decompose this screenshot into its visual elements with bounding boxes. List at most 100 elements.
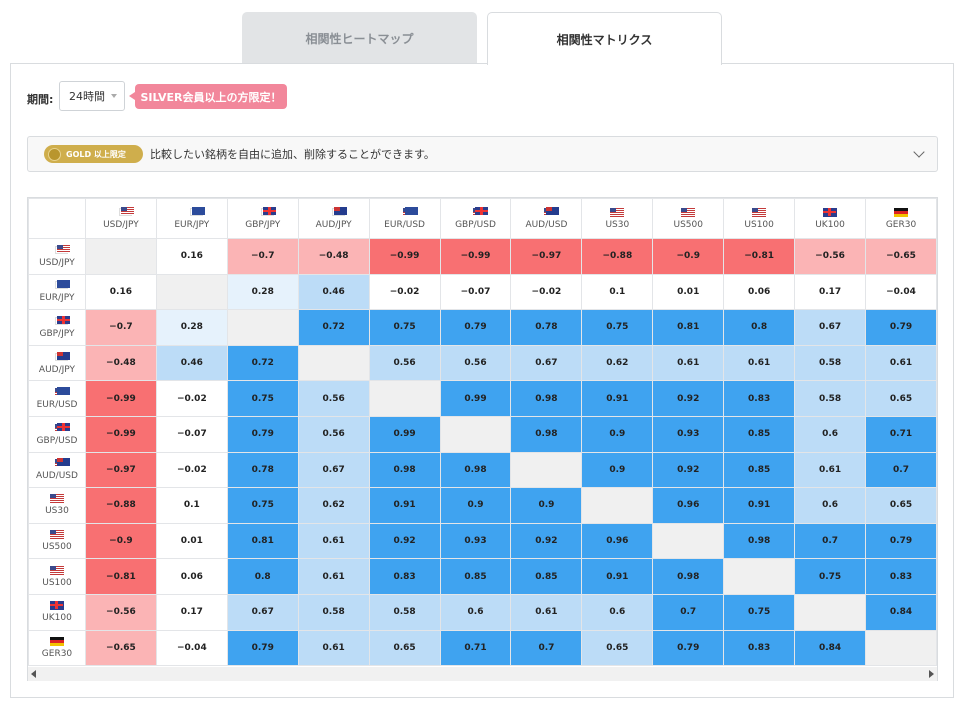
horizontal-scrollbar[interactable] [28, 667, 937, 681]
flag-pair-icon [323, 207, 347, 217]
correlation-cell: −0.07 [155, 415, 228, 453]
row-header-label: UK100 [42, 613, 72, 624]
gold-feature-bar[interactable]: GOLD 以上限定 比較したい銘柄を自由に追加、削除することができます。 [27, 136, 938, 172]
correlation-cell: 0.65 [581, 629, 654, 667]
column-header-label: EUR/JPY [174, 220, 210, 230]
flag-pair-icon [464, 207, 489, 217]
correlation-cell: −0.88 [84, 487, 157, 524]
de-flag-icon [894, 207, 908, 217]
corner-cell [28, 198, 86, 239]
row-header: AUD/USD [28, 451, 86, 489]
row-header: GER30 [28, 629, 86, 667]
correlation-cell: 0.65 [368, 629, 441, 667]
column-header-label: EUR/USD [384, 220, 425, 230]
correlation-cell: 0.16 [155, 238, 228, 275]
tab-matrix[interactable]: 相関性マトリクス [487, 12, 722, 65]
correlation-cell: 0.91 [368, 487, 441, 524]
tab-heatmap[interactable]: 相関性ヒートマップ [242, 12, 477, 64]
us-flag-icon [752, 207, 767, 217]
column-header: AUD/USD [510, 198, 583, 239]
correlation-cell: 0.9 [510, 487, 583, 524]
correlation-cell: 0.62 [297, 487, 370, 524]
matrix-row: GER30 −0.65 −0.04 0.79 0.61 0.65 0.71 0.7 0.65 0.… [28, 629, 937, 667]
de-flag-icon [49, 636, 64, 646]
matrix-row: USD/JPY 0.16 −0.7 −0.48 −0.99 −0.99 −0.97 −0.88… [28, 238, 937, 275]
row-header-label: GBP/JPY [39, 328, 75, 339]
correlation-cell: 0.56 [439, 344, 512, 382]
correlation-cell: 0.17 [794, 273, 866, 311]
correlation-cell: 0.96 [652, 487, 725, 524]
correlation-cell: 0.56 [297, 380, 370, 417]
correlation-cell: 0.8 [723, 309, 796, 346]
correlation-cell: 0.72 [226, 344, 299, 382]
au-flag-icon [56, 458, 70, 467]
correlation-cell: 0.93 [652, 415, 725, 453]
correlation-cell: 0.92 [510, 522, 583, 560]
correlation-cell: 0.75 [226, 380, 299, 417]
correlation-cell: 0.9 [581, 451, 654, 489]
us-flag-icon [610, 207, 625, 217]
diagonal-cell [652, 522, 725, 560]
correlation-cell: −0.56 [794, 238, 866, 275]
diagonal-cell [155, 273, 228, 311]
us-flag-icon [49, 530, 64, 540]
correlation-cell: −0.02 [155, 451, 228, 489]
correlation-cell: 0.9 [581, 415, 654, 453]
correlation-cell: −0.7 [84, 309, 157, 346]
matrix-row: US500 −0.9 0.01 0.81 0.61 0.92 0.93 0.92 0.96 0.9… [28, 522, 937, 560]
column-header: GBP/USD [439, 198, 512, 239]
correlation-cell: −0.97 [84, 451, 157, 489]
correlation-cell: 0.61 [510, 593, 583, 631]
column-header-label: GBP/USD [455, 220, 496, 230]
scroll-right-icon[interactable] [929, 670, 934, 678]
row-header-label: US500 [42, 542, 72, 553]
correlation-cell: 0.6 [439, 593, 512, 631]
correlation-cell: 0.06 [155, 558, 228, 595]
period-select[interactable]: 24時間 [59, 81, 125, 111]
correlation-cell: 0.01 [155, 522, 228, 560]
correlation-cell: 0.83 [865, 558, 937, 595]
correlation-cell: 0.81 [652, 309, 725, 346]
correlation-cell: 0.6 [581, 593, 654, 631]
correlation-cell: −0.99 [84, 415, 157, 453]
correlation-cell: 0.96 [581, 522, 654, 560]
matrix-row: AUD/JPY −0.48 0.46 0.72 0.56 0.56 0.67 0.62 0.61… [28, 344, 937, 382]
correlation-cell: −0.48 [84, 344, 157, 382]
column-header-label: US100 [744, 219, 774, 230]
row-header: US500 [28, 522, 86, 560]
diagonal-cell [226, 309, 299, 346]
column-header: GER30 [865, 198, 937, 239]
flag-pair-icon [46, 244, 70, 255]
scroll-left-icon[interactable] [31, 670, 36, 678]
column-header-label: GBP/JPY [245, 220, 281, 230]
chevron-down-icon[interactable] [913, 146, 925, 158]
row-header: GBP/JPY [28, 309, 86, 346]
gold-feature-text: 比較したい銘柄を自由に追加、削除することができます。 [150, 148, 435, 161]
correlation-cell: 0.7 [510, 629, 583, 667]
correlation-cell: 0.01 [652, 273, 725, 311]
us-flag-icon [681, 207, 696, 217]
correlation-cell: 0.61 [297, 558, 370, 595]
correlation-cell: 0.72 [297, 309, 370, 346]
flag-pair-icon [46, 280, 70, 290]
correlation-cell: 0.85 [439, 558, 512, 595]
matrix-row: EUR/USD −0.99 −0.02 0.75 0.56 0.99 0.98 0.91 0.9… [28, 380, 937, 417]
flag-pair-icon [535, 207, 560, 217]
correlation-cell: 0.83 [368, 558, 441, 595]
row-header: US30 [28, 487, 86, 524]
correlation-cell: 0.61 [652, 344, 725, 382]
correlation-cell: 0.83 [723, 629, 796, 667]
matrix-row: GBP/JPY −0.7 0.28 0.72 0.75 0.79 0.78 0.75 0.81 0… [28, 309, 937, 346]
correlation-cell: 0.71 [865, 415, 937, 453]
diagonal-cell [510, 451, 583, 489]
diagonal-cell [84, 238, 157, 275]
correlation-cell: 0.28 [226, 273, 299, 311]
correlation-cell: 0.56 [297, 415, 370, 453]
header-row: USD/JPY EUR/JPY GBP/JPY AUD/JPY EUR/USD GBP/U… [28, 198, 937, 239]
correlation-cell: 0.6 [794, 487, 866, 524]
gold-badge: GOLD 以上限定 [44, 145, 143, 163]
correlation-cell: 0.61 [723, 344, 796, 382]
au-flag-icon [546, 207, 560, 215]
column-header: EUR/USD [368, 198, 441, 239]
gb-flag-icon [475, 207, 489, 215]
